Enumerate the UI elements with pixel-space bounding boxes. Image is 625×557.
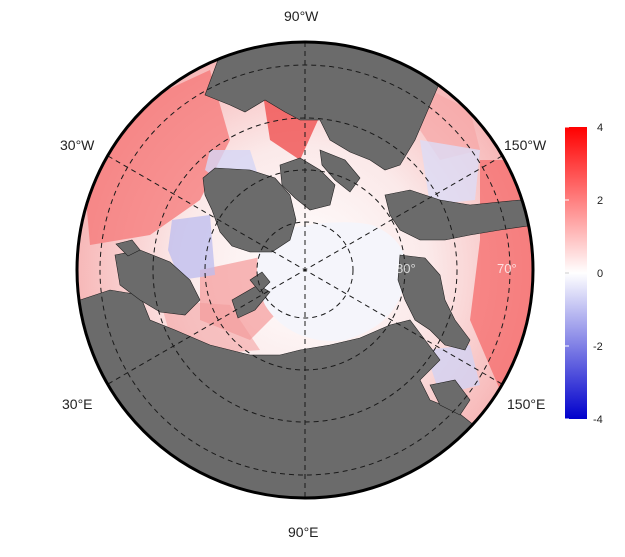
land-canadian-archipelago-2 [319, 149, 361, 193]
colorbar-tick-4: 4 [597, 122, 603, 134]
map-disc [77, 42, 533, 498]
central-arctic-ice [257, 222, 406, 341]
lon-label-150e: 150°E [507, 396, 546, 412]
land-chukotka [397, 254, 471, 351]
meridian-150w-30e [107, 155, 503, 385]
colorbar-gradient [565, 127, 587, 419]
land-iceland [115, 239, 141, 257]
land-greenland [202, 167, 297, 253]
greenland-sea-cool-anomaly [168, 215, 215, 280]
land-svalbard [249, 271, 271, 293]
beaufort-cool-anomaly [420, 140, 480, 205]
colorbar-tick-neg2: -2 [593, 341, 603, 353]
lon-label-150w: 150°W [504, 137, 547, 153]
colorbar-tick-2: 2 [597, 195, 603, 207]
meridians [107, 42, 503, 498]
land-kamchatka [429, 379, 471, 416]
latitude-label-70: 70° [497, 261, 517, 276]
colorbar: 4 2 0 -2 -4 [565, 122, 603, 426]
okhotsk-cool-anomaly [425, 345, 480, 395]
map-outline [75, 40, 535, 500]
colorbar-tick-neg4: -4 [593, 414, 603, 426]
land-scandinavia [114, 249, 201, 316]
lon-label-30w: 30°W [60, 137, 95, 153]
land-masses [79, 42, 533, 498]
colorbar-tick-0: 0 [597, 268, 603, 280]
lon-label-90w: 90°W [284, 8, 319, 24]
latitude-label-80: 80° [396, 261, 416, 276]
lon-label-90e: 90°E [288, 524, 319, 540]
lon-label-30e: 30°E [62, 396, 93, 412]
